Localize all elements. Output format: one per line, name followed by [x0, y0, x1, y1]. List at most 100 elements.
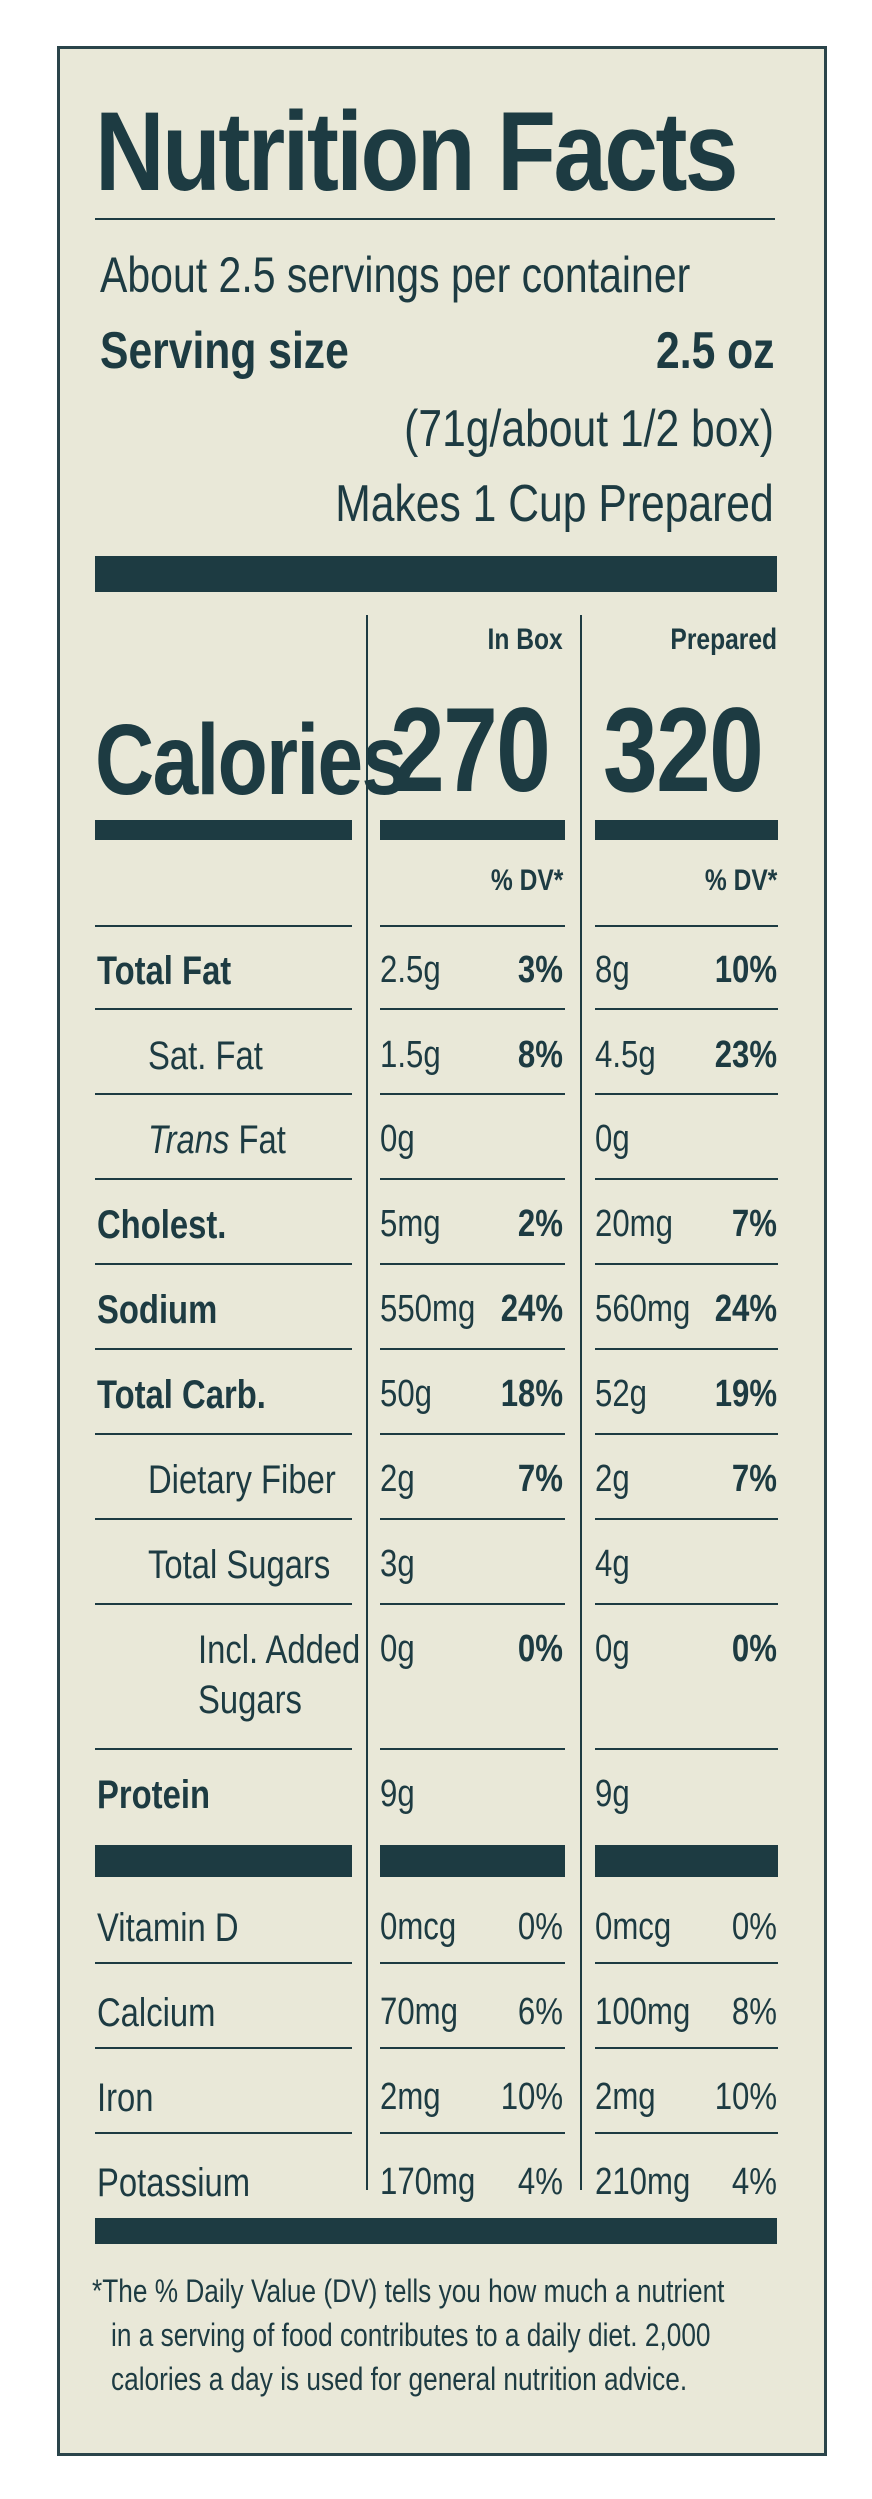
in-box-dv: 24% [500, 1288, 563, 1330]
prepared-amount: 210mg [595, 2161, 691, 2203]
in-box-amount: 2mg [380, 2076, 441, 2118]
in-box-amount: 70mg [380, 1991, 458, 2033]
in-box-dv: 0% [517, 1628, 563, 1670]
row-rule [595, 1433, 778, 1435]
in-box-amount: 2.5g [380, 949, 441, 991]
prepared-dv: 7% [731, 1203, 777, 1245]
row-rule [95, 1093, 352, 1095]
in-box-amount: 2g [380, 1458, 415, 1500]
row-rule [95, 2132, 352, 2134]
nutrient-label: Incl. Added [198, 1628, 361, 1672]
prepared-amount: 2mg [595, 2076, 656, 2118]
prepared-amount: 4g [595, 1543, 630, 1585]
nutrient-label: Trans Fat [148, 1120, 286, 1160]
in-box-amount: 0g [380, 1118, 415, 1160]
serving-size-label: Serving size [100, 322, 349, 380]
row-rule [380, 1748, 565, 1750]
in-box-dv: 10% [500, 2076, 563, 2118]
prepared-amount: 100mg [595, 1991, 691, 2033]
calories-bar-right [595, 820, 778, 840]
in-box-amount: 5mg [380, 1203, 441, 1245]
in-box-amount: 550mg [380, 1288, 476, 1330]
footnote-line: *The % Daily Value (DV) tells you how mu… [92, 2273, 725, 2309]
prepared-amount: 560mg [595, 1288, 691, 1330]
label-title: Nutrition Facts [95, 89, 738, 214]
nutrient-label-italic: Trans [148, 1118, 239, 1162]
row-rule [595, 1748, 778, 1750]
row-rule [380, 1093, 565, 1095]
prepared-amount: 0mcg [595, 1906, 672, 1948]
calories-bar-mid [380, 820, 565, 840]
row-rule [380, 2132, 565, 2134]
row-rule [95, 1263, 352, 1265]
row-rule [95, 1603, 352, 1605]
prepared-header: Prepared [670, 623, 777, 656]
vitamin-label: Calcium [97, 1991, 216, 2035]
row-rule [95, 1748, 352, 1750]
in-box-amount: 3g [380, 1543, 415, 1585]
vitamin-bar-mid [380, 1845, 565, 1877]
prepared-dv: 10% [714, 949, 777, 991]
in-box-dv: 2% [517, 1203, 563, 1245]
prepared-dv: 23% [714, 1034, 777, 1076]
in-box-dv: 6% [517, 1991, 563, 2033]
row-rule [95, 1008, 352, 1010]
row-rule [380, 1603, 565, 1605]
nutrient-label-text: Fat [238, 1118, 286, 1162]
row-rule [595, 1962, 778, 1964]
nutrient-label: Total Sugars [148, 1543, 331, 1587]
vitamin-bar-right [595, 1845, 778, 1877]
footnote-line: in a serving of food contributes to a da… [111, 2317, 711, 2353]
in-box-header: In Box [487, 623, 563, 656]
prepared-dv: 7% [731, 1458, 777, 1500]
row-rule [95, 925, 352, 927]
dv-header-prepared: % DV* [704, 864, 777, 897]
prepared-dv: 19% [714, 1373, 777, 1415]
row-rule [595, 1263, 778, 1265]
in-box-amount: 50g [380, 1373, 432, 1415]
prepared-dv: 8% [731, 1991, 777, 2033]
serving-size-amount: 2.5 oz [655, 322, 774, 380]
in-box-amount: 1.5g [380, 1034, 441, 1076]
prepared-dv: 24% [714, 1288, 777, 1330]
row-rule [380, 1263, 565, 1265]
vitamin-label: Iron [97, 2076, 154, 2120]
column-divider-left [366, 615, 368, 2190]
in-box-amount: 0mcg [380, 1906, 457, 1948]
prepared-dv: 0% [731, 1628, 777, 1670]
row-rule [95, 2047, 352, 2049]
prepared-amount: 9g [595, 1773, 630, 1815]
in-box-dv: 7% [517, 1458, 563, 1500]
in-box-amount: 9g [380, 1773, 415, 1815]
prepared-amount: 0g [595, 1118, 630, 1160]
prepared-amount: 52g [595, 1373, 647, 1415]
nutrient-label: Dietary Fiber [148, 1458, 336, 1502]
in-box-dv: 3% [517, 949, 563, 991]
row-rule [380, 2047, 565, 2049]
nutrition-label-panel [57, 46, 827, 2456]
prepared-amount: 20mg [595, 1203, 673, 1245]
row-rule [95, 1433, 352, 1435]
row-rule [380, 1008, 565, 1010]
prepared-amount: 0g [595, 1628, 630, 1670]
row-rule [380, 1518, 565, 1520]
nutrient-label: Sodium [97, 1288, 218, 1332]
row-rule [595, 2132, 778, 2134]
row-rule [595, 2047, 778, 2049]
prepared-amount: 4.5g [595, 1034, 656, 1076]
row-rule [95, 1962, 352, 1964]
row-rule [595, 925, 778, 927]
row-rule [595, 1348, 778, 1350]
row-rule [595, 1178, 778, 1180]
row-rule [380, 1433, 565, 1435]
prepared-amount: 2g [595, 1458, 630, 1500]
nutrient-label: Cholest. [97, 1203, 227, 1247]
in-box-amount: 0g [380, 1628, 415, 1670]
nutrient-label: Total Fat [97, 949, 232, 993]
row-rule [95, 1178, 352, 1180]
prepared-amount: 8g [595, 949, 630, 991]
prepared-note: Makes 1 Cup Prepared [335, 475, 774, 533]
in-box-dv: 8% [517, 1034, 563, 1076]
row-rule [595, 1093, 778, 1095]
servings-per-container: About 2.5 servings per container [100, 247, 691, 303]
